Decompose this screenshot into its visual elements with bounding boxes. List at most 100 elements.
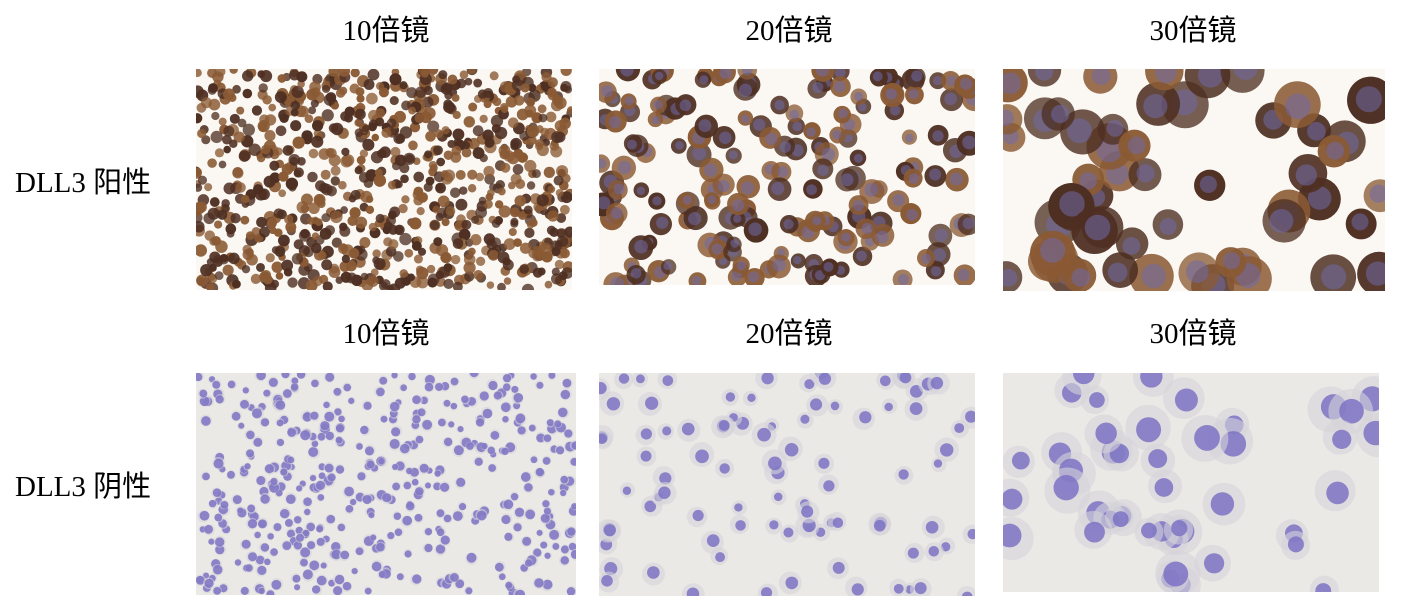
cell	[289, 382, 300, 393]
cell	[452, 444, 465, 458]
cell	[904, 397, 928, 421]
cell	[1357, 251, 1385, 291]
cell	[551, 541, 560, 551]
cell	[651, 69, 667, 85]
cell	[1317, 135, 1351, 168]
cell	[417, 463, 430, 475]
cell	[338, 69, 351, 77]
cell	[406, 373, 417, 381]
cell	[323, 461, 335, 473]
cell	[332, 585, 344, 595]
cell	[751, 422, 777, 448]
cell	[512, 521, 523, 533]
cell	[227, 379, 237, 390]
cell	[526, 97, 536, 107]
cell	[318, 251, 327, 260]
cell	[302, 134, 313, 145]
cell	[514, 412, 527, 425]
micrograph-image	[1003, 373, 1379, 592]
cell	[519, 153, 529, 162]
cell	[524, 104, 537, 117]
cell	[429, 220, 440, 230]
cell	[479, 153, 488, 163]
cell	[215, 393, 226, 405]
cell	[1148, 469, 1183, 504]
cell	[1118, 129, 1151, 162]
cell	[521, 283, 535, 290]
cell	[321, 109, 334, 122]
micrograph-negative-30x	[1003, 373, 1379, 592]
cell	[489, 429, 501, 441]
cell	[703, 192, 720, 208]
cell	[510, 385, 520, 395]
cell	[209, 197, 220, 207]
cell	[1105, 502, 1135, 532]
cell	[725, 147, 742, 164]
cell	[361, 124, 370, 133]
cell	[204, 183, 213, 192]
cell	[222, 134, 232, 145]
cell	[490, 114, 504, 128]
cell	[390, 146, 401, 157]
cell	[377, 570, 387, 579]
cell	[417, 192, 428, 203]
cell	[230, 213, 241, 224]
cell	[388, 283, 401, 290]
cell	[337, 414, 346, 423]
cell	[338, 180, 347, 190]
cell	[487, 189, 495, 197]
cell	[497, 187, 506, 196]
cell	[290, 573, 301, 584]
cell	[244, 563, 255, 573]
cell	[240, 586, 251, 595]
cell	[500, 105, 509, 113]
cell	[1027, 69, 1062, 87]
cell	[398, 442, 411, 455]
cell	[279, 113, 289, 124]
cell	[461, 147, 472, 158]
cell	[455, 169, 466, 180]
cell	[1134, 517, 1164, 547]
cell	[318, 148, 331, 160]
cell	[535, 529, 544, 537]
cell	[236, 106, 245, 115]
cell	[325, 92, 337, 103]
cell	[251, 436, 264, 448]
cell	[214, 512, 224, 523]
cell	[242, 88, 253, 99]
cell	[924, 165, 947, 187]
cell	[200, 97, 212, 109]
cell	[464, 586, 473, 595]
cell	[390, 373, 399, 380]
cell	[388, 438, 402, 451]
cell	[445, 206, 456, 216]
cell	[207, 158, 217, 168]
cell	[458, 186, 468, 195]
cell	[382, 225, 391, 235]
cell	[348, 247, 360, 259]
cell	[893, 373, 915, 390]
cell	[1178, 252, 1220, 291]
cell	[356, 471, 367, 482]
cell	[535, 380, 544, 390]
cell	[262, 389, 272, 399]
cell	[1309, 575, 1339, 592]
cell	[316, 493, 325, 502]
cell	[454, 477, 467, 489]
cell	[408, 106, 417, 115]
cell	[694, 114, 718, 139]
cell	[414, 113, 425, 124]
cell	[286, 455, 296, 465]
cell	[258, 83, 268, 93]
cell	[434, 543, 447, 556]
cell	[259, 69, 273, 83]
cell	[882, 83, 903, 104]
cell	[368, 222, 377, 232]
cell	[331, 237, 342, 248]
micrograph-positive-30x	[1003, 69, 1385, 291]
cell	[277, 74, 287, 83]
cell	[274, 147, 283, 156]
cell	[291, 85, 304, 99]
cell	[648, 192, 666, 210]
row-label-positive: DLL3 阳性	[15, 167, 152, 199]
